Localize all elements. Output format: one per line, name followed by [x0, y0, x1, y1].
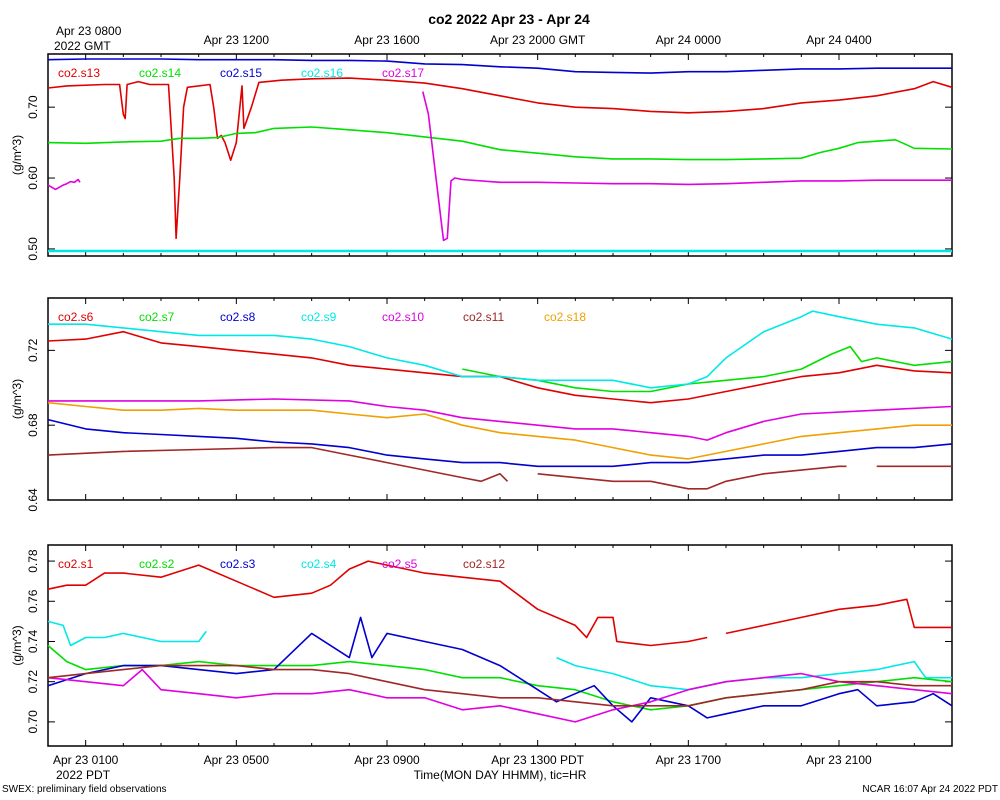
top-axis-label: Apr 24 0400 [806, 33, 872, 47]
y-tick-label: 0.72 [26, 338, 40, 362]
bottom-axis-label: Apr 23 2100 [806, 753, 872, 767]
legend-co2.s7: co2.s7 [139, 310, 175, 324]
top-axis-label: Apr 23 1200 [204, 33, 270, 47]
series-line-co2.s15 [47, 58, 952, 74]
y-tick-label: 0.64 [26, 488, 40, 512]
legend-co2.s14: co2.s14 [139, 66, 181, 80]
series-line-co2.s18 [47, 401, 952, 460]
y-tick-label: 0.76 [26, 589, 40, 613]
legend-co2.s3: co2.s3 [220, 557, 256, 571]
footer-timestamp: NCAR 16:07 Apr 24 2022 PDT [862, 784, 998, 795]
legend-co2.s4: co2.s4 [301, 557, 337, 571]
y-axis-label: (g/m^3) [10, 379, 24, 419]
legend-co2.s6: co2.s6 [58, 310, 94, 324]
top-axis-label: Apr 23 1600 [354, 33, 420, 47]
y-axis-label: (g/m^3) [10, 625, 24, 665]
bottom-axis-label: Apr 23 1700 [656, 753, 722, 767]
panel-middle: 0.64 0.68 0.72 (g/m^3) co2.s6 co2.s7 co2.s8 co2… [10, 297, 953, 512]
top-axis-year-label: 2022 GMT [54, 39, 111, 53]
y-axis-label: (g/m^3) [10, 135, 24, 175]
series-line-co2.s12 [47, 664, 952, 707]
series-line-co2.s6 [47, 330, 953, 404]
y-tick-label: 0.74 [26, 629, 40, 653]
top-axis-label: Apr 24 0000 [656, 33, 722, 47]
series-line-co2.s9 [48, 310, 953, 389]
bottom-axis-label: Apr 23 0100 [53, 753, 119, 767]
legend-co2.s8: co2.s8 [220, 310, 256, 324]
legend-co2.s15: co2.s15 [220, 66, 262, 80]
legend-co2.s13: co2.s13 [58, 66, 100, 80]
y-tick-label: 0.78 [26, 549, 40, 573]
legend-co2.s17: co2.s17 [382, 66, 424, 80]
y-tick-label: 0.68 [26, 413, 40, 437]
plot-frame [47, 297, 953, 501]
legend-co2.s9: co2.s9 [301, 310, 337, 324]
legend-co2.s5: co2.s5 [382, 557, 418, 571]
y-tick-label: 0.50 [26, 237, 40, 261]
series-line-co2.s7 [462, 345, 953, 393]
bottom-axis-label: Apr 23 1300 PDT [491, 753, 584, 767]
series-line-co2.s8 [47, 418, 953, 468]
legend-co2.s12: co2.s12 [463, 557, 505, 571]
top-axis-first-label: Apr 23 0800 [56, 24, 122, 38]
panel-bottom: 0.70 0.72 0.74 0.76 0.78 (g/m^3) co2.s1 co2.s2 c… [10, 544, 953, 747]
legend-co2.s2: co2.s2 [139, 557, 175, 571]
series-line-co2.s14 [47, 126, 953, 161]
plot-frame [47, 53, 953, 257]
chart-panels: 0.50 0.60 0.70 (g/m^3) co2.s13 co2.s14 co2.s15… [10, 53, 953, 747]
legend-co2.s18: co2.s18 [544, 310, 586, 324]
top-time-axis: Apr 23 0800 2022 GMT Apr 23 1200 Apr 23 1… [54, 24, 872, 53]
legend-co2.s11: co2.s11 [463, 310, 504, 324]
chart-title: co2 2022 Apr 23 - Apr 24 [428, 11, 590, 27]
series-line-co2.s13 [47, 77, 953, 240]
series-line-co2.s17 [47, 91, 952, 242]
bottom-axis-label: Apr 23 0900 [354, 753, 420, 767]
y-tick-label: 0.70 [26, 95, 40, 119]
bottom-time-axis: 2022 PDT Time(MON DAY HHMM), tic=HR Apr … [53, 753, 872, 782]
bottom-axis-label: Apr 23 0500 [204, 753, 270, 767]
y-tick-label: 0.70 [26, 710, 40, 734]
footer-note: SWEX: preliminary field observations [2, 784, 167, 795]
top-axis-label: Apr 23 2000 GMT [490, 33, 586, 47]
series-line-co2.s3 [47, 616, 953, 723]
series-line-co2.s4 [47, 620, 952, 691]
series-line-co2.s11 [47, 446, 952, 490]
series-line-co2.s1 [47, 560, 952, 647]
legend-co2.s1: co2.s1 [58, 557, 94, 571]
x-axis-title: Time(MON DAY HHMM), tic=HR [414, 768, 587, 782]
legend-co2.s16: co2.s16 [301, 66, 343, 80]
panel-top: 0.50 0.60 0.70 (g/m^3) co2.s13 co2.s14 co2.s15… [10, 53, 953, 261]
legend-co2.s10: co2.s10 [382, 310, 424, 324]
plot-frame [47, 544, 953, 747]
series-line-co2.s5 [47, 668, 953, 723]
bottom-axis-year-label: 2022 PDT [56, 768, 111, 782]
y-tick-label: 0.72 [26, 670, 40, 694]
y-tick-label: 0.60 [26, 166, 40, 190]
series-line-co2.s10 [48, 398, 953, 441]
